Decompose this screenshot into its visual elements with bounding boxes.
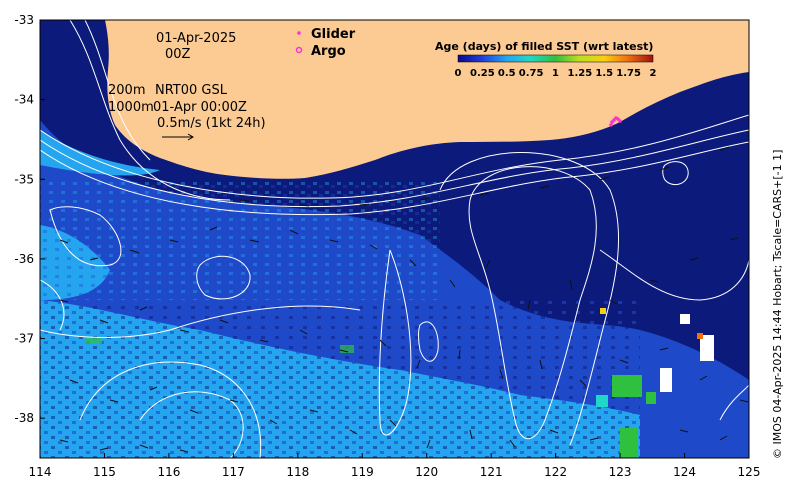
map-time: 00Z <box>165 47 191 62</box>
y-tick-label: -33 <box>14 13 34 27</box>
age-patch <box>700 335 714 361</box>
depth-contour-1000m: 1000m <box>108 100 154 115</box>
y-tick-label: -34 <box>14 93 34 107</box>
ssh-contours <box>40 20 749 458</box>
colorbar-tick-label: 1 <box>552 68 559 79</box>
circle-marker-icon <box>295 46 303 54</box>
product-time: 01-Apr 00:00Z <box>153 100 247 115</box>
y-tick-label: -38 <box>14 411 34 425</box>
x-tick-label: 114 <box>29 465 52 479</box>
colorbar-title: Age (days) of filled SST (wrt latest) <box>435 40 653 53</box>
credit-text: © IMOS 04-Apr-2025 14:44 Hobart; Tscale=… <box>771 150 784 459</box>
depth-contour-200m: 200m <box>108 83 145 98</box>
age-patch <box>340 345 354 353</box>
current-scale-label: 0.5m/s (1kt 24h) <box>157 116 266 131</box>
colorbar-tick-label: 0.75 <box>519 68 544 79</box>
x-tick-label: 125 <box>738 465 761 479</box>
current-scale-arrow-icon <box>162 133 194 141</box>
colorbar-tick-label: 0.5 <box>498 68 516 79</box>
x-tick-label: 115 <box>93 465 116 479</box>
colorbar-tick-label: 1.5 <box>595 68 613 79</box>
x-tick-label: 122 <box>544 465 567 479</box>
x-tick-label: 119 <box>351 465 374 479</box>
y-tick-label: -37 <box>14 332 34 346</box>
glider-legend-label: Glider <box>311 27 356 42</box>
y-tick-label: -36 <box>14 252 34 266</box>
current-vectors <box>59 146 749 453</box>
age-patch <box>646 392 656 404</box>
age-patch <box>620 428 638 458</box>
y-axis: -33 -34 -35 -36 -37 -38 <box>14 13 45 425</box>
ocean-light-region <box>40 130 160 176</box>
plot-frame <box>39 19 750 459</box>
colorbar-tick-label: 1.75 <box>616 68 641 79</box>
x-tick-label: 120 <box>415 465 438 479</box>
product-name: NRT00 GSL <box>155 83 228 98</box>
colorbar <box>457 54 654 63</box>
y-tick-label: -35 <box>14 172 34 186</box>
x-tick-label: 117 <box>222 465 245 479</box>
age-patch <box>680 314 690 324</box>
x-tick-label: 121 <box>480 465 503 479</box>
glider-track <box>609 116 622 127</box>
colorbar-tick-label: 0.25 <box>470 68 495 79</box>
age-patch <box>660 368 672 392</box>
x-tick-label: 124 <box>673 465 696 479</box>
age-patch <box>86 338 102 344</box>
age-patch <box>697 333 703 339</box>
colorbar-ticks: 0 0.25 0.5 0.75 1 1.25 1.5 1.75 2 <box>455 68 657 79</box>
colorbar-tick-label: 1.25 <box>568 68 593 79</box>
age-patch <box>600 308 606 314</box>
x-tick-label: 116 <box>157 465 180 479</box>
x-tick-label: 123 <box>609 465 632 479</box>
sst-field <box>40 20 749 458</box>
dot-marker-icon <box>297 31 301 35</box>
map-date: 01-Apr-2025 <box>156 31 236 46</box>
x-tick-label: 118 <box>286 465 309 479</box>
age-patch <box>596 395 608 407</box>
argo-legend-label: Argo <box>311 44 346 59</box>
age-patch <box>612 375 642 397</box>
colorbar-tick-label: 2 <box>650 68 657 79</box>
colorbar-tick-label: 0 <box>455 68 462 79</box>
x-axis: 114 115 116 117 118 119 120 121 122 123 124 125 <box>29 453 761 479</box>
